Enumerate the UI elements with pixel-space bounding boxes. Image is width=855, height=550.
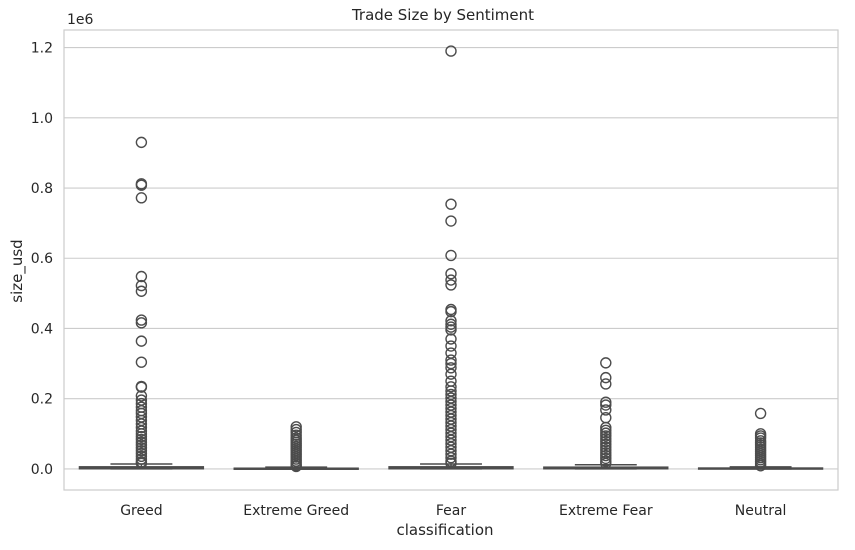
outlier-point: [135, 335, 148, 347]
outlier-point: [135, 444, 148, 457]
outlier-point: [135, 428, 148, 440]
outlier-point: [135, 279, 148, 292]
outlier-point: [135, 381, 148, 393]
outlier-point: [135, 314, 148, 326]
outlier-point: [600, 424, 612, 437]
outlier-point: [445, 318, 457, 330]
outlier-point: [600, 371, 612, 384]
outlier-point: [135, 453, 148, 465]
x-tick-label: Neutral: [735, 503, 787, 519]
outlier-point: [600, 441, 612, 453]
outlier-point: [754, 432, 767, 444]
outlier-point: [290, 421, 302, 433]
outlier-point: [445, 267, 457, 280]
outlier-point: [600, 444, 612, 456]
outlier-point: [600, 438, 612, 451]
outlier-point: [445, 305, 457, 318]
outlier-point: [445, 321, 457, 333]
outlier-point: [135, 192, 148, 204]
outlier-point: [135, 390, 148, 402]
outlier-point: [445, 448, 457, 460]
outlier-point: [445, 324, 457, 336]
y-tick-label: 1.0: [31, 111, 53, 127]
outlier-point: [445, 368, 457, 380]
outlier-point: [445, 249, 457, 262]
outlier-point: [600, 427, 612, 439]
outlier-point: [445, 274, 457, 286]
outlier-point: [600, 435, 612, 448]
box-extreme-greed: [233, 421, 359, 473]
box-greed: [78, 136, 205, 470]
y-tick-label: 0.2: [31, 392, 53, 408]
outlier-point: [600, 399, 612, 411]
outlier-point: [600, 396, 612, 408]
outlier-point: [445, 381, 457, 393]
outlier-point: [135, 433, 148, 446]
outlier-point: [135, 317, 148, 329]
outlier-point: [445, 340, 457, 352]
x-tick-label: Greed: [120, 503, 162, 519]
outlier-point: [600, 433, 612, 445]
y-tick-label: 0.0: [31, 462, 53, 478]
outlier-point: [600, 404, 612, 416]
outlier-point: [445, 279, 457, 291]
outlier-point: [135, 442, 148, 454]
outlier-point: [445, 451, 457, 464]
outlier-point: [600, 357, 612, 369]
boxes: [78, 45, 824, 473]
outlier-point: [445, 362, 457, 374]
outlier-point: [445, 354, 457, 366]
outlier-point: [135, 270, 148, 283]
outlier-point: [600, 378, 612, 390]
outlier-point: [290, 429, 302, 441]
box-fear: [388, 45, 514, 470]
outlier-point: [600, 421, 612, 434]
outlier-point: [600, 457, 612, 470]
plot-frame: [63, 29, 839, 491]
outlier-point: [600, 452, 612, 465]
box-neutral: [697, 407, 824, 472]
outlier-point: [135, 421, 148, 434]
outlier-point: [445, 333, 457, 345]
chart-title: Trade Size by Sentiment: [351, 6, 534, 24]
x-tick-label: Extreme Greed: [243, 503, 349, 519]
outlier-point: [600, 430, 612, 442]
outlier-point: [135, 457, 148, 470]
outlier-point: [445, 315, 457, 327]
outlier-point: [600, 449, 612, 462]
outlier-point: [135, 425, 148, 437]
y-offset-label: 1e6: [67, 12, 94, 28]
x-tick-label: Fear: [436, 503, 466, 519]
outlier-point: [445, 198, 457, 210]
y-tick-label: 1.2: [31, 41, 53, 57]
outlier-point: [290, 460, 302, 473]
outlier-point: [754, 407, 767, 420]
outlier-point: [135, 450, 148, 462]
outlier-point: [135, 179, 148, 191]
outlier-point: [445, 45, 457, 57]
box-extreme-fear: [543, 357, 669, 470]
x-axis-label: classification: [396, 521, 493, 539]
y-tick-label: 0.4: [31, 321, 53, 337]
y-tick-label: 0.8: [31, 181, 53, 197]
y-axis-label: size_usd: [8, 239, 27, 302]
x-tick-labels: Greed Extreme Greed Fear Extreme Fear Neutra…: [120, 503, 786, 519]
outlier-point: [135, 436, 148, 448]
y-tick-labels: 0.0 0.2 0.4 0.6 0.8 1.0 1.2: [31, 41, 53, 478]
y-tick-label: 0.6: [31, 251, 53, 267]
outlier-point: [445, 457, 457, 470]
outlier-point: [135, 356, 148, 368]
outlier-point: [754, 460, 767, 472]
x-tick-label: Extreme Fear: [559, 503, 653, 519]
outlier-point: [445, 215, 457, 227]
outlier-point: [135, 430, 148, 443]
outlier-point: [135, 285, 148, 297]
outlier-point: [135, 136, 148, 149]
outlier-point: [135, 439, 148, 451]
